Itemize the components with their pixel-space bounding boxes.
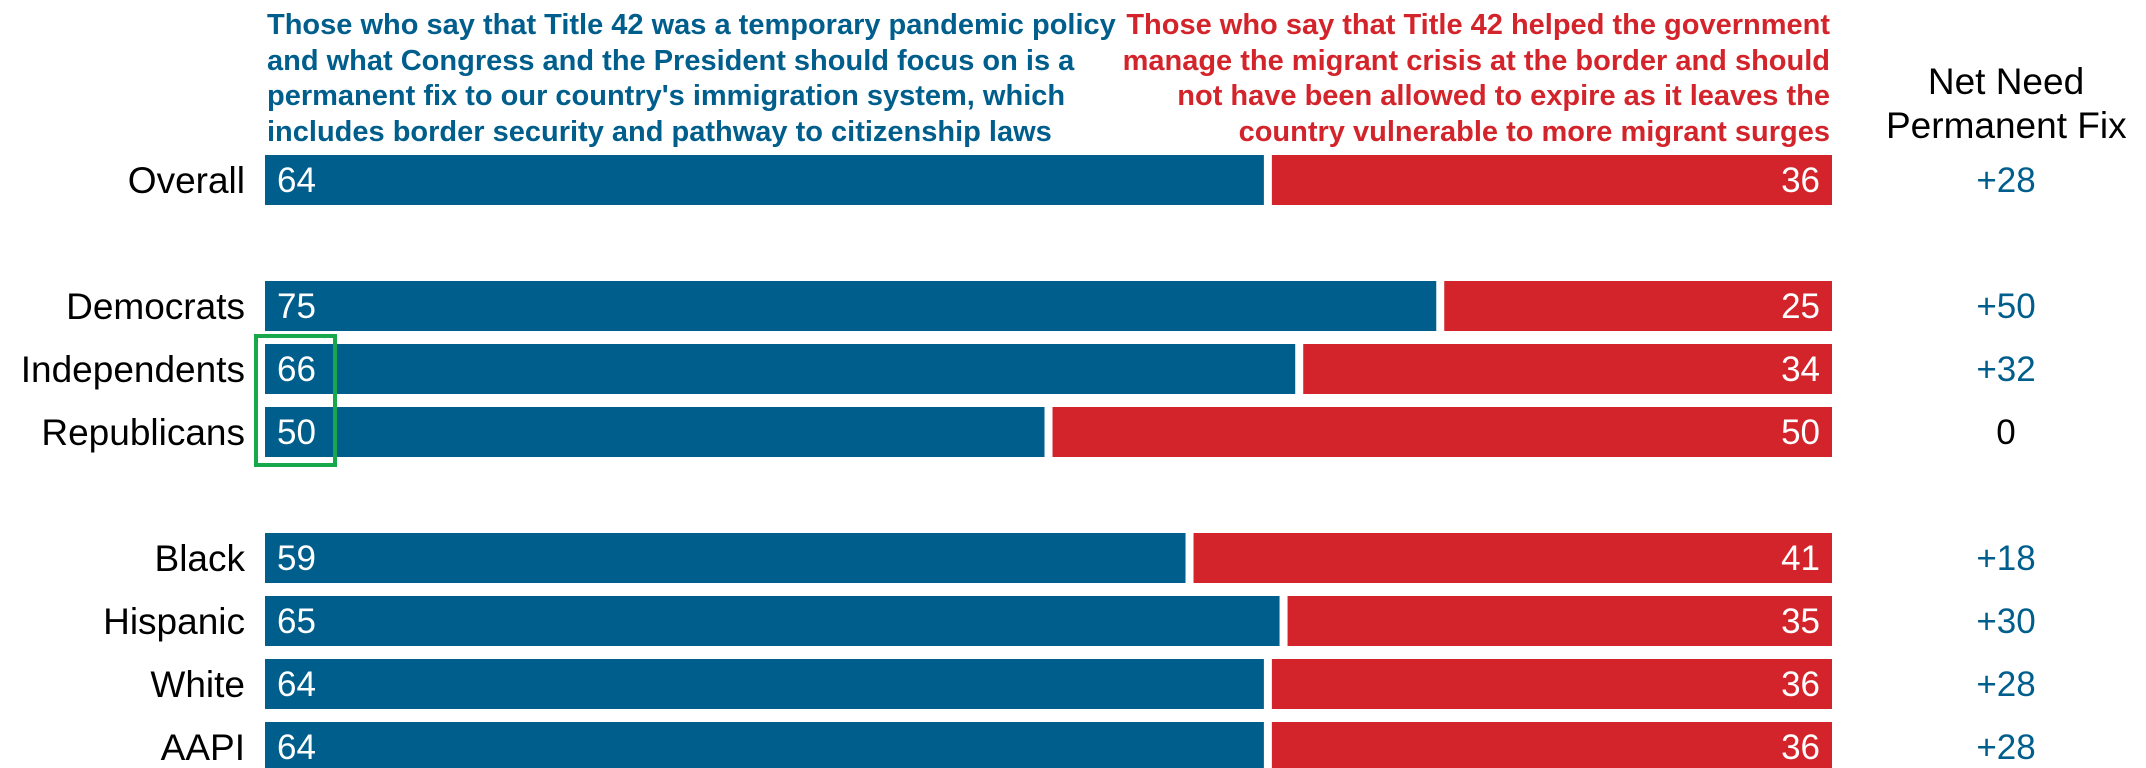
- net-value-democrats: +50: [1976, 287, 2035, 326]
- bar-title42-overall: [1271, 155, 1832, 205]
- bar-permanent-fix-aapi: [265, 722, 1264, 768]
- value-title42-hispanic: 35: [1781, 602, 1820, 641]
- highlight-box: [254, 334, 337, 467]
- net-value-white: +28: [1976, 665, 2035, 704]
- value-permanent-fix-white: 64: [277, 665, 316, 704]
- net-value-aapi: +28: [1976, 728, 2035, 767]
- bar-permanent-fix-republicans: [265, 407, 1045, 457]
- value-permanent-fix-republicans: 50: [277, 413, 316, 452]
- value-permanent-fix-aapi: 64: [277, 728, 316, 767]
- permanent-fix-header: Those who say that Title 42 was a tempor…: [267, 9, 1116, 148]
- value-permanent-fix-hispanic: 65: [277, 602, 316, 641]
- bar-permanent-fix-independents: [265, 344, 1296, 394]
- row-label-black: Black: [155, 538, 246, 579]
- value-title42-aapi: 36: [1781, 728, 1820, 767]
- value-title42-independents: 34: [1781, 350, 1820, 389]
- bar-permanent-fix-democrats: [265, 281, 1437, 331]
- bar-permanent-fix-black: [265, 533, 1186, 583]
- net-value-overall: +28: [1976, 161, 2035, 200]
- value-title42-overall: 36: [1781, 161, 1820, 200]
- value-permanent-fix-black: 59: [277, 539, 316, 578]
- row-label-independents: Independents: [21, 349, 245, 390]
- bar-permanent-fix-hispanic: [265, 596, 1280, 646]
- bar-title42-hispanic: [1287, 596, 1832, 646]
- row-label-hispanic: Hispanic: [103, 601, 245, 642]
- bar-title42-aapi: [1271, 722, 1832, 768]
- bar-permanent-fix-white: [265, 659, 1264, 709]
- net-header: Net Need Permanent Fix: [1886, 61, 2127, 146]
- row-label-democrats: Democrats: [66, 286, 245, 327]
- net-value-republicans: 0: [1996, 413, 2015, 452]
- value-title42-democrats: 25: [1781, 287, 1820, 326]
- bar-title42-independents: [1303, 344, 1832, 394]
- title42-header: Those who say that Title 42 helped the g…: [1122, 9, 1830, 148]
- bar-permanent-fix-overall: [265, 155, 1264, 205]
- net-value-independents: +32: [1976, 350, 2035, 389]
- value-permanent-fix-overall: 64: [277, 161, 316, 200]
- bar-title42-white: [1271, 659, 1832, 709]
- bar-title42-republicans: [1052, 407, 1832, 457]
- bar-title42-democrats: [1444, 281, 1832, 331]
- value-permanent-fix-independents: 66: [277, 350, 316, 389]
- row-label-white: White: [150, 664, 245, 705]
- net-value-hispanic: +30: [1976, 602, 2035, 641]
- row-label-aapi: AAPI: [161, 727, 245, 768]
- bar-title42-black: [1193, 533, 1832, 583]
- row-label-republicans: Republicans: [41, 412, 245, 453]
- value-title42-white: 36: [1781, 665, 1820, 704]
- value-title42-black: 41: [1781, 539, 1820, 578]
- value-title42-republicans: 50: [1781, 413, 1820, 452]
- net-value-black: +18: [1976, 539, 2035, 578]
- row-label-overall: Overall: [128, 160, 245, 201]
- value-permanent-fix-democrats: 75: [277, 287, 316, 326]
